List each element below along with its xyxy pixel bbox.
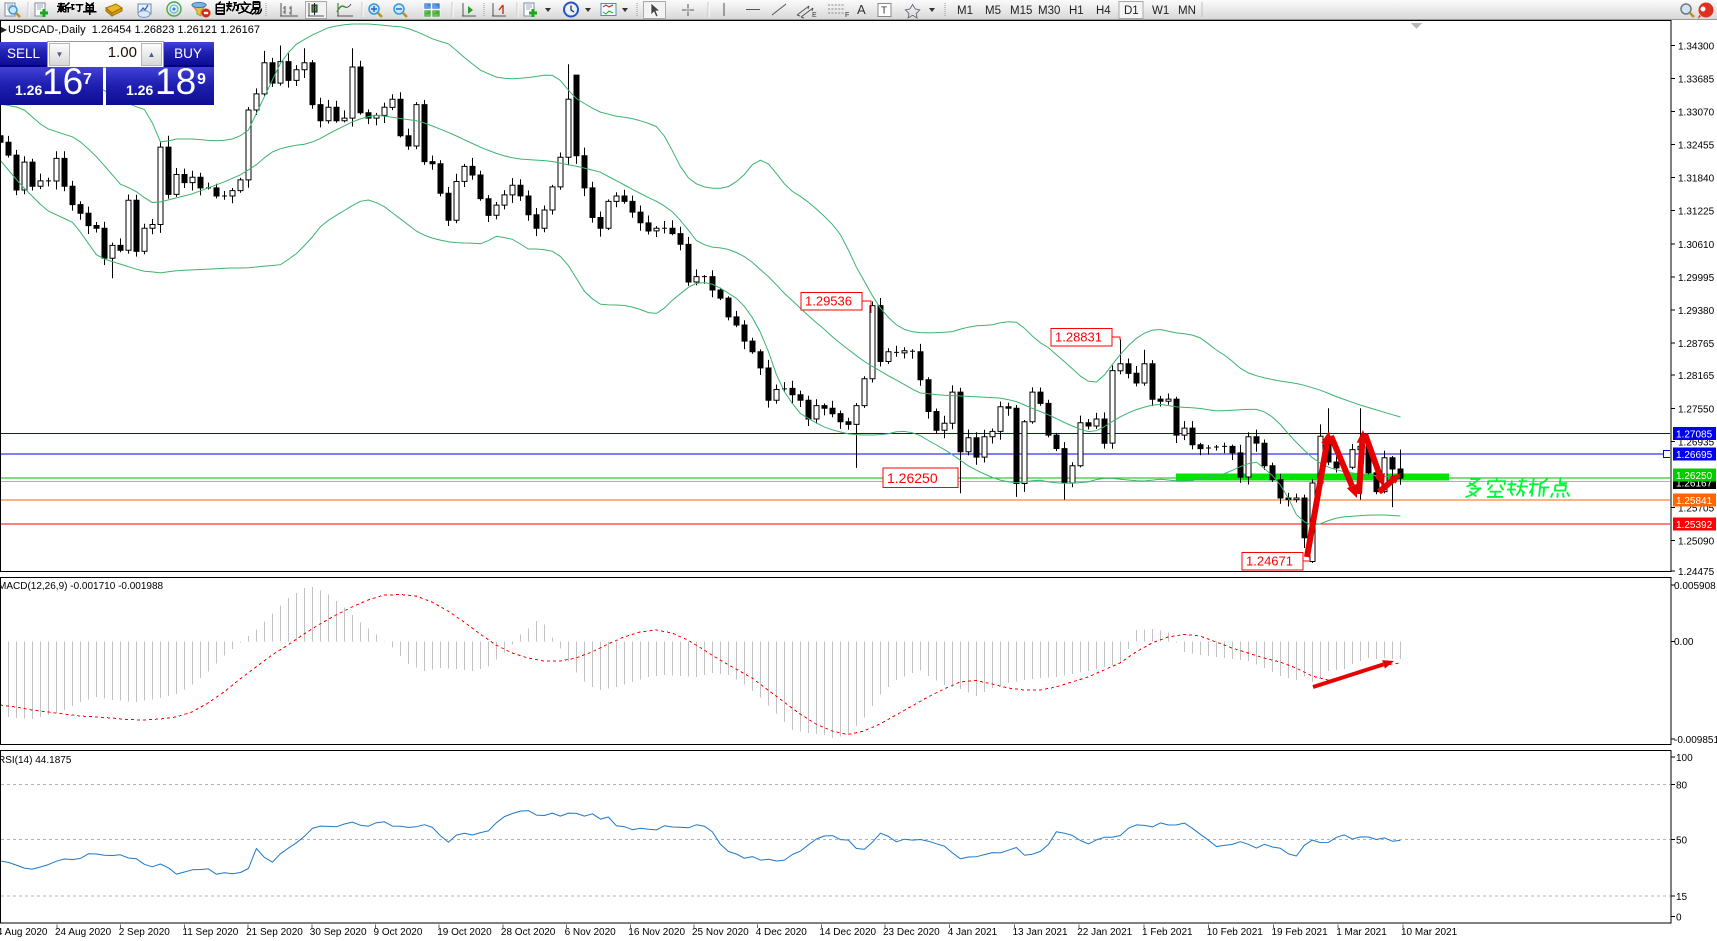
svg-text:30 Sep 2020: 30 Sep 2020: [310, 927, 367, 938]
svg-text:W1: W1: [1152, 5, 1169, 17]
svg-text:E: E: [812, 12, 817, 19]
svg-text:MACD(12,26,9) -0.001710 -0.001: MACD(12,26,9) -0.001710 -0.001988: [0, 581, 164, 592]
svg-text:4 Jan 2021: 4 Jan 2021: [948, 927, 998, 938]
svg-text:80: 80: [1676, 781, 1688, 792]
svg-text:1.28831: 1.28831: [1055, 330, 1102, 345]
svg-text:1.28765: 1.28765: [1678, 339, 1715, 350]
svg-text:D1: D1: [1124, 5, 1139, 17]
svg-text:F: F: [845, 12, 849, 19]
svg-text:1 Feb 2021: 1 Feb 2021: [1142, 927, 1193, 938]
svg-text:0.00: 0.00: [1674, 637, 1694, 648]
svg-text:0: 0: [1676, 913, 1682, 924]
svg-text:1.27085: 1.27085: [1676, 429, 1713, 440]
svg-text:1.28165: 1.28165: [1678, 371, 1715, 382]
svg-text:23 Dec 2020: 23 Dec 2020: [883, 927, 940, 938]
svg-text:15: 15: [1676, 892, 1688, 903]
svg-text:1.26167: 1.26167: [1676, 479, 1713, 490]
svg-text:19 Oct 2020: 19 Oct 2020: [437, 927, 492, 938]
svg-text:-0.009851: -0.009851: [1674, 735, 1717, 746]
svg-text:1.29536: 1.29536: [805, 294, 852, 309]
svg-text:1.27550: 1.27550: [1678, 404, 1715, 415]
svg-text:1.25392: 1.25392: [1676, 520, 1713, 531]
svg-text:9 Oct 2020: 9 Oct 2020: [374, 927, 423, 938]
svg-text:28 Oct 2020: 28 Oct 2020: [501, 927, 556, 938]
svg-text:4 Dec 2020: 4 Dec 2020: [756, 927, 808, 938]
svg-text:1.25841: 1.25841: [1676, 496, 1713, 507]
svg-text:6 Nov 2020: 6 Nov 2020: [565, 927, 617, 938]
svg-text:1.30610: 1.30610: [1678, 240, 1715, 251]
svg-text:14 Aug 2020: 14 Aug 2020: [0, 927, 48, 938]
svg-text:1.24671: 1.24671: [1246, 554, 1293, 569]
svg-text:2 Sep 2020: 2 Sep 2020: [119, 927, 171, 938]
svg-text:RSI(14) 44.1875: RSI(14) 44.1875: [0, 755, 72, 766]
svg-text:M5: M5: [985, 5, 1001, 17]
svg-text:21 Sep 2020: 21 Sep 2020: [246, 927, 303, 938]
svg-text:1.29995: 1.29995: [1678, 273, 1715, 284]
svg-text:1.26250: 1.26250: [1676, 471, 1713, 482]
svg-text:19 Feb 2021: 19 Feb 2021: [1272, 927, 1329, 938]
svg-text:22 Jan 2021: 22 Jan 2021: [1077, 927, 1132, 938]
svg-text:1.26250: 1.26250: [887, 470, 938, 486]
svg-text:1.24475: 1.24475: [1678, 567, 1715, 578]
svg-text:1.26695: 1.26695: [1676, 450, 1713, 461]
svg-text:13 Jan 2021: 13 Jan 2021: [1013, 927, 1068, 938]
svg-text:1 Mar 2021: 1 Mar 2021: [1336, 927, 1387, 938]
svg-text:H1: H1: [1069, 5, 1084, 17]
svg-text:H4: H4: [1096, 5, 1111, 17]
svg-text:T: T: [881, 6, 887, 17]
svg-text:1.32455: 1.32455: [1678, 141, 1715, 152]
svg-text:25 Nov 2020: 25 Nov 2020: [692, 927, 749, 938]
svg-text:24 Aug 2020: 24 Aug 2020: [55, 927, 112, 938]
svg-text:0.005908: 0.005908: [1674, 581, 1716, 592]
svg-text:10 Feb 2021: 10 Feb 2021: [1207, 927, 1264, 938]
svg-text:11 Sep 2020: 11 Sep 2020: [182, 927, 238, 938]
svg-text:A: A: [857, 2, 866, 17]
svg-text:1.31840: 1.31840: [1678, 174, 1715, 185]
svg-text:1.31225: 1.31225: [1678, 207, 1715, 218]
svg-text:50: 50: [1676, 836, 1688, 847]
svg-text:1.34300: 1.34300: [1678, 42, 1715, 53]
svg-text:M30: M30: [1038, 5, 1060, 17]
svg-text:1.33685: 1.33685: [1678, 75, 1715, 86]
svg-text:M15: M15: [1010, 5, 1032, 17]
svg-text:16 Nov 2020: 16 Nov 2020: [628, 927, 685, 938]
svg-text:MN: MN: [1178, 5, 1196, 17]
svg-text:10 Mar 2021: 10 Mar 2021: [1401, 927, 1458, 938]
svg-text:1.33070: 1.33070: [1678, 108, 1715, 119]
svg-text:1.25705: 1.25705: [1678, 504, 1715, 515]
svg-text:100: 100: [1676, 753, 1693, 764]
svg-text:1.26935: 1.26935: [1678, 437, 1715, 448]
svg-text:14 Dec 2020: 14 Dec 2020: [819, 927, 876, 938]
svg-text:1.29380: 1.29380: [1678, 306, 1715, 317]
svg-text:M1: M1: [957, 5, 973, 17]
svg-text:1.25090: 1.25090: [1678, 537, 1715, 548]
